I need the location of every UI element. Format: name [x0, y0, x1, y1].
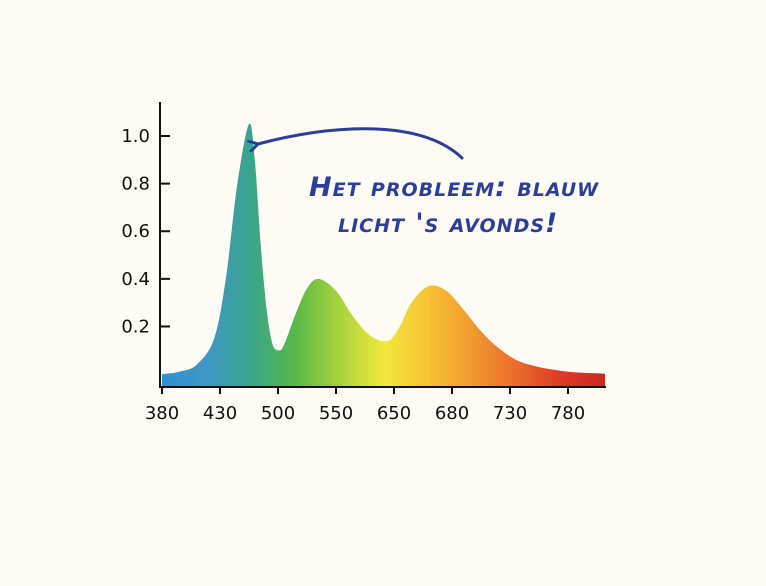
- x-tick-label: 730: [493, 403, 527, 424]
- x-tick-label: 650: [377, 403, 411, 424]
- spectrum-area-layer: [162, 123, 606, 386]
- annotation-line-2: licht 's avonds!: [338, 208, 558, 239]
- y-tick-label: 0.2: [121, 316, 150, 337]
- annotation-line-1: Het probleem: blauw: [309, 172, 599, 203]
- x-tick-label: 500: [261, 403, 295, 424]
- y-tick-label: 0.6: [121, 221, 150, 242]
- annotation-arrow: [258, 127, 464, 160]
- x-tick-label: 380: [145, 403, 179, 424]
- y-axis-ticks: 1.0 0.8 0.6 0.4 0.2: [121, 126, 170, 337]
- spectrum-area: [162, 123, 606, 386]
- x-tick-label: 430: [203, 403, 237, 424]
- x-tick-label: 680: [435, 403, 469, 424]
- x-tick-label: 780: [551, 403, 585, 424]
- x-tick-label: 550: [319, 403, 353, 424]
- y-tick-label: 0.8: [121, 174, 150, 195]
- y-tick-label: 0.4: [121, 269, 150, 290]
- y-tick-label: 1.0: [121, 126, 150, 147]
- x-axis-ticks: 380 430 500 550 650 680 730 780: [145, 387, 585, 424]
